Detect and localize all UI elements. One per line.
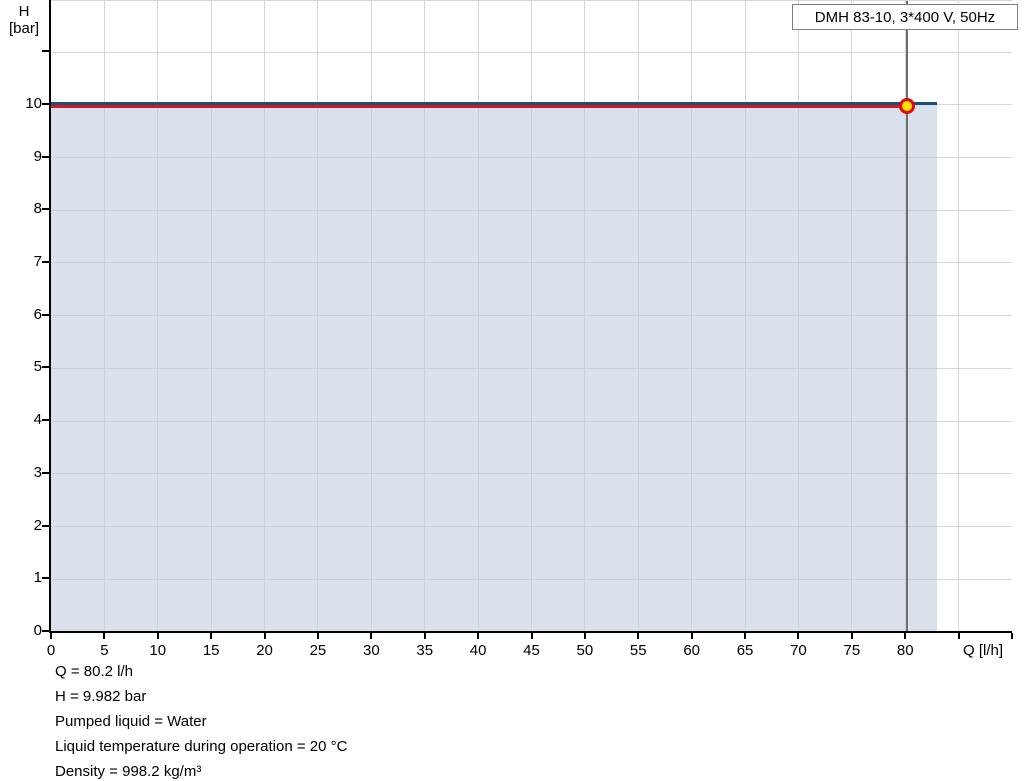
x-tick <box>477 633 480 639</box>
y-tick <box>42 102 49 105</box>
x-tick-label: 60 <box>683 642 700 659</box>
x-axis-line <box>49 631 1012 633</box>
y-tick-label: 5 <box>33 358 42 376</box>
y-tick <box>42 155 49 158</box>
x-tick-label: 40 <box>469 642 487 659</box>
v-gridline <box>1011 1 1012 632</box>
y-tick <box>42 50 49 53</box>
y-tick <box>42 260 49 263</box>
x-tick-label: 65 <box>736 642 754 659</box>
x-tick-label: 45 <box>523 642 540 659</box>
x-tick <box>637 633 640 639</box>
pump-max-head-curve <box>51 101 938 105</box>
y-tick-label: 2 <box>33 516 42 534</box>
x-tick <box>370 633 373 639</box>
x-tick-label: 20 <box>256 642 273 659</box>
legend-label: DMH 83-10, 3*400 V, 50Hz <box>814 9 996 26</box>
x-tick <box>316 633 319 639</box>
x-tick <box>423 633 426 639</box>
y-tick-label: 7 <box>33 252 42 270</box>
y-tick <box>42 208 49 211</box>
x-tick <box>690 633 693 639</box>
y-tick-label: 0 <box>33 622 42 639</box>
operating-head-line <box>51 104 908 108</box>
y-tick <box>42 577 49 580</box>
x-tick <box>530 633 533 639</box>
y-tick-label: 1 <box>33 569 42 587</box>
y-tick-label: 3 <box>33 463 42 481</box>
footer-density: Density = 998.2 kg/m³ <box>55 763 202 780</box>
footer-pumped-liquid: Pumped liquid = Water <box>55 713 207 730</box>
x-tick-label: 75 <box>843 642 861 659</box>
x-tick-label: 0 <box>46 642 56 659</box>
y-axis-title: H [bar] <box>0 3 48 37</box>
operating-data-block: Q = 80.2 l/h H = 9.982 bar Pumped liquid… <box>55 659 347 781</box>
x-tick-label: 25 <box>309 642 327 659</box>
x-tick <box>797 633 800 639</box>
h-gridline <box>51 51 1012 53</box>
x-tick <box>583 633 586 639</box>
x-tick-label: 30 <box>362 642 380 659</box>
y-axis-title-unit: [bar] <box>8 20 39 37</box>
x-tick <box>156 633 159 639</box>
x-tick <box>957 633 960 639</box>
x-tick <box>850 633 853 639</box>
y-tick <box>42 419 49 422</box>
curve-area-fill <box>51 104 938 632</box>
y-axis-title-symbol: H <box>18 3 30 20</box>
y-axis-line <box>49 0 51 633</box>
x-tick-label: 35 <box>416 642 434 659</box>
x-tick <box>263 633 266 639</box>
operating-flow-line <box>906 1 909 632</box>
x-tick-label: 15 <box>202 642 220 659</box>
x-tick-label: 5 <box>100 642 109 659</box>
y-tick <box>42 524 49 527</box>
y-tick <box>42 471 49 474</box>
footer-head: H = 9.982 bar <box>55 688 147 705</box>
x-tick <box>50 633 52 639</box>
operating-point-marker[interactable] <box>899 97 916 114</box>
x-tick-label: 10 <box>149 642 167 659</box>
legend-box: DMH 83-10, 3*400 V, 50Hz <box>792 4 1018 30</box>
x-tick <box>744 633 747 639</box>
y-tick-label: 4 <box>33 411 42 429</box>
x-tick-label: 50 <box>576 642 594 659</box>
x-tick <box>210 633 213 639</box>
x-tick <box>1011 633 1013 639</box>
x-axis-title: Q [l/h] <box>963 642 1004 659</box>
footer-liquid-temperature: Liquid temperature during operation = 20… <box>55 738 348 755</box>
y-tick-label: 9 <box>33 147 42 165</box>
y-tick <box>42 630 49 632</box>
plot-area <box>51 0 1012 632</box>
y-tick <box>42 366 49 369</box>
x-tick <box>103 633 106 639</box>
y-tick <box>42 313 49 316</box>
y-tick-label: 8 <box>33 200 42 218</box>
v-gridline <box>958 1 960 632</box>
y-tick-label: 6 <box>33 305 42 323</box>
x-tick-label: 70 <box>790 642 807 659</box>
y-tick-label: 10 <box>25 94 42 112</box>
x-tick <box>904 633 907 639</box>
x-tick-label: 80 <box>896 642 914 659</box>
x-tick-label: 55 <box>629 642 647 659</box>
footer-flow: Q = 80.2 l/h <box>55 663 133 680</box>
